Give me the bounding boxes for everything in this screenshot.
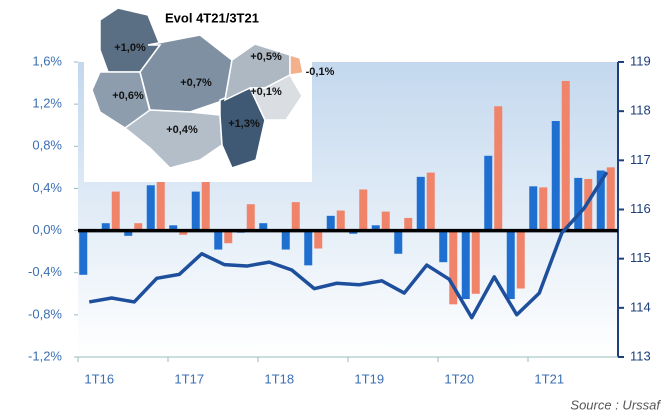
bar [529,186,538,231]
bar [124,230,133,236]
bar [314,230,323,249]
bar [539,187,548,231]
y-tick-label: -0,8% [28,306,62,321]
bar [326,215,335,231]
y-tick-label: 1,6% [32,53,62,68]
map-label: -0,1% [306,66,335,78]
y2-tick-label: 117 [630,152,651,167]
bar [494,106,503,231]
bar [551,121,560,231]
bar [169,225,178,231]
x-tick-label: 1T16 [84,371,114,386]
bar [111,191,120,231]
bar [359,189,368,231]
bar [224,230,233,244]
bar [506,230,515,300]
bar [336,210,345,231]
bar [191,191,200,231]
x-tick-label: 1T19 [354,371,384,386]
x-tick-label: 1T21 [534,371,564,386]
map-region [289,53,304,76]
map-label: +0,5% [250,51,282,63]
bar [381,211,390,231]
y2-tick-label: 118 [630,103,651,118]
bar [371,225,380,231]
y-tick-label: 1,2% [32,96,62,111]
line [88,171,609,320]
bar [394,230,403,254]
bar [484,155,493,231]
map-label: +0,4% [166,124,198,136]
y-tick-label: 0,0% [32,222,62,237]
y2-tick-label: 116 [630,201,651,216]
y-tick-label: 0,4% [32,180,62,195]
bar [439,230,448,263]
y2-tick-label: 115 [630,250,651,265]
bar [179,230,188,235]
map-label: +1,0% [114,42,146,54]
bar [214,230,223,250]
bar [449,230,458,305]
bar [606,167,615,231]
bar [101,223,110,231]
bar [516,230,525,289]
bar [246,204,255,231]
bar [574,177,583,231]
bar [426,172,435,231]
x-tick-label: 1T20 [444,371,474,386]
map-label: +0,7% [180,77,212,89]
y-tick-label: -1,2% [28,348,62,363]
bar [416,176,425,231]
bar [404,217,413,231]
map-label: +0,1% [250,86,282,98]
map-region [248,74,303,121]
map-label: +0,6% [112,90,144,102]
bar [156,177,165,231]
bar [146,185,155,231]
x-tick-label: 1T18 [264,371,294,386]
bar [304,230,313,266]
y-tick-label: 0,8% [32,138,62,153]
bar [561,80,570,231]
source: Source : Urssaf [570,397,661,412]
bar [471,230,480,294]
bar [291,202,300,231]
map-title: Evol 4T21/3T21 [165,10,259,25]
x-tick-label: 1T17 [174,371,204,386]
bar [134,223,143,231]
y2-tick-label: 114 [630,299,651,314]
bar [259,223,268,231]
map-label: +1,3% [228,118,260,130]
y2-tick-label: 119 [630,53,651,68]
bar [281,230,290,250]
y2-tick-label: 113 [630,348,651,363]
bar [201,177,210,231]
bar [79,230,88,275]
y-tick-label: -0,4% [28,264,62,279]
bar [596,170,605,231]
bar [461,230,470,300]
